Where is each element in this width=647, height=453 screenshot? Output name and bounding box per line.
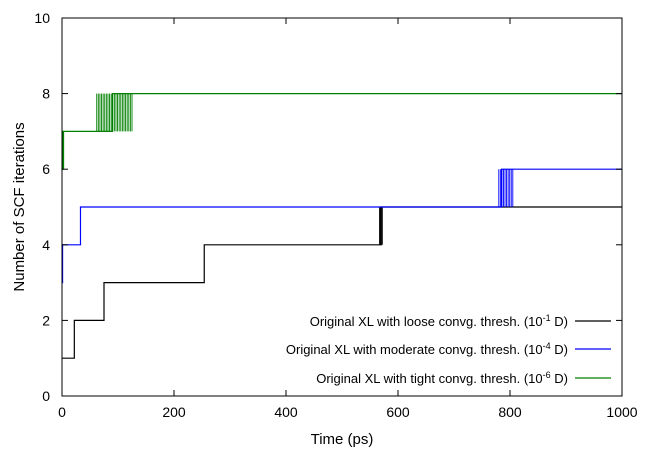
series-oscillation-0 bbox=[379, 207, 383, 245]
y-tick-label: 8 bbox=[42, 86, 50, 102]
y-tick-label: 10 bbox=[34, 10, 50, 26]
series-line-2 bbox=[62, 93, 622, 170]
axes: 0 200 400 600 800 1000 0 2 4 6 8 10 bbox=[34, 10, 637, 420]
legend: Original XL with loose convg. thresh. (1… bbox=[286, 313, 611, 386]
y-tick-label: 0 bbox=[42, 388, 50, 404]
series-oscillation-2 bbox=[96, 93, 133, 132]
x-axis-label: Time (ps) bbox=[311, 431, 374, 448]
plot-frame bbox=[61, 17, 623, 397]
x-tick-label: 400 bbox=[274, 404, 298, 420]
x-tick-label: 0 bbox=[58, 404, 66, 420]
y-tick-label: 2 bbox=[42, 312, 50, 328]
series-oscillation-1 bbox=[498, 169, 514, 207]
y-axis-label: Number of SCF iterations bbox=[11, 122, 28, 291]
series-line-0 bbox=[62, 206, 622, 359]
legend-label-1: Original XL with moderate convg. thresh.… bbox=[286, 341, 568, 357]
x-tick-label: 800 bbox=[498, 404, 522, 420]
legend-label-0: Original XL with loose convg. thresh. (1… bbox=[310, 313, 568, 329]
legend-label-2: Original XL with tight convg. thresh. (1… bbox=[316, 370, 568, 386]
series-line-1 bbox=[61, 168, 622, 284]
x-tick-label: 200 bbox=[162, 404, 186, 420]
x-tick-label: 600 bbox=[386, 404, 410, 420]
y-tick-label: 6 bbox=[42, 161, 50, 177]
x-tick-label: 1000 bbox=[606, 404, 637, 420]
y-tick-label: 4 bbox=[42, 237, 50, 253]
